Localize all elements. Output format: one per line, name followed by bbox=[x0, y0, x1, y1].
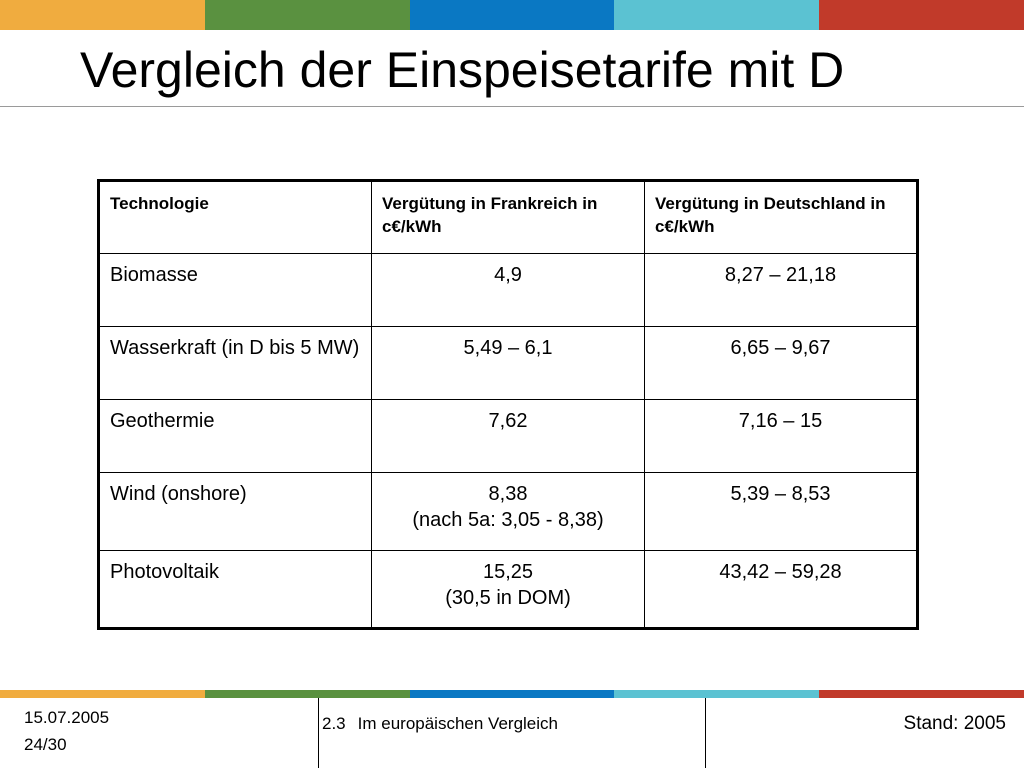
table-header-row: Technologie Vergütung in Frankreich in c… bbox=[98, 180, 918, 254]
france-note: (30,5 in DOM) bbox=[445, 587, 571, 609]
france-value: 4,9 bbox=[494, 264, 522, 286]
table-row: Geothermie 7,62 7,16 – 15 bbox=[98, 399, 918, 473]
cell-technology: Biomasse bbox=[98, 253, 372, 327]
france-value: 8,38 bbox=[488, 483, 528, 505]
title-divider bbox=[0, 106, 1024, 107]
footer-section: 2.3 Im europäischen Vergleich bbox=[322, 714, 558, 734]
cell-france: 15,25 (30,5 in DOM) bbox=[371, 550, 645, 629]
table-row: Biomasse 4,9 8,27 – 21,18 bbox=[98, 253, 918, 327]
footer-section-number: 2.3 bbox=[322, 714, 346, 733]
top-color-bar bbox=[0, 0, 1024, 30]
cell-germany: 43,42 – 59,28 bbox=[644, 550, 918, 629]
color-segment-red bbox=[819, 690, 1024, 698]
color-segment-blue bbox=[409, 690, 615, 698]
cell-france: 8,38 (nach 5a: 3,05 - 8,38) bbox=[371, 472, 645, 551]
table-row: Wasserkraft (in D bis 5 MW) 5,49 – 6,1 6… bbox=[98, 326, 918, 400]
header-technology: Technologie bbox=[98, 180, 372, 254]
footer-divider bbox=[318, 698, 319, 768]
color-segment-orange bbox=[0, 690, 205, 698]
cell-technology: Geothermie bbox=[98, 399, 372, 473]
cell-france: 5,49 – 6,1 bbox=[371, 326, 645, 400]
france-value: 15,25 bbox=[482, 561, 534, 583]
cell-france: 4,9 bbox=[371, 253, 645, 327]
color-segment-orange bbox=[0, 0, 205, 30]
color-segment-green bbox=[204, 690, 410, 698]
color-segment-blue bbox=[409, 0, 615, 30]
cell-germany: 7,16 – 15 bbox=[644, 399, 918, 473]
cell-germany: 5,39 – 8,53 bbox=[644, 472, 918, 551]
france-note: (nach 5a: 3,05 - 8,38) bbox=[412, 509, 604, 531]
color-segment-red bbox=[819, 0, 1024, 30]
footer-date: 15.07.2005 bbox=[24, 708, 110, 727]
footer-divider bbox=[705, 698, 706, 768]
cell-technology: Wasserkraft (in D bis 5 MW) bbox=[98, 326, 372, 400]
france-value: 5,49 – 6,1 bbox=[463, 337, 553, 359]
cell-france: 7,62 bbox=[371, 399, 645, 473]
table-row: Photovoltaik 15,25 (30,5 in DOM) 43,42 –… bbox=[98, 550, 918, 629]
footer-stand: Stand: 2005 bbox=[903, 713, 1006, 734]
footer-section-title: Im europäischen Vergleich bbox=[357, 714, 558, 733]
header-france: Vergütung in Frankreich in c€/kWh bbox=[371, 180, 645, 254]
slide-title: Vergleich der Einspeisetarife mit D bbox=[80, 42, 845, 98]
table-row: Wind (onshore) 8,38 (nach 5a: 3,05 - 8,3… bbox=[98, 472, 918, 551]
header-germany: Vergütung in Deutschland in c€/kWh bbox=[644, 180, 918, 254]
color-segment-green bbox=[204, 0, 410, 30]
cell-germany: 6,65 – 9,67 bbox=[644, 326, 918, 400]
slide-footer: 15.07.2005 24/30 2.3 Im europäischen Verg… bbox=[0, 698, 1024, 768]
cell-germany: 8,27 – 21,18 bbox=[644, 253, 918, 327]
cell-technology: Photovoltaik bbox=[98, 550, 372, 629]
color-segment-cyan bbox=[614, 690, 820, 698]
cell-technology: Wind (onshore) bbox=[98, 472, 372, 551]
france-value: 7,62 bbox=[488, 410, 528, 432]
bottom-color-bar bbox=[0, 690, 1024, 698]
color-segment-cyan bbox=[614, 0, 820, 30]
footer-page-number: 24/30 bbox=[24, 735, 67, 754]
tariff-comparison-table: Technologie Vergütung in Frankreich in c… bbox=[97, 179, 919, 630]
